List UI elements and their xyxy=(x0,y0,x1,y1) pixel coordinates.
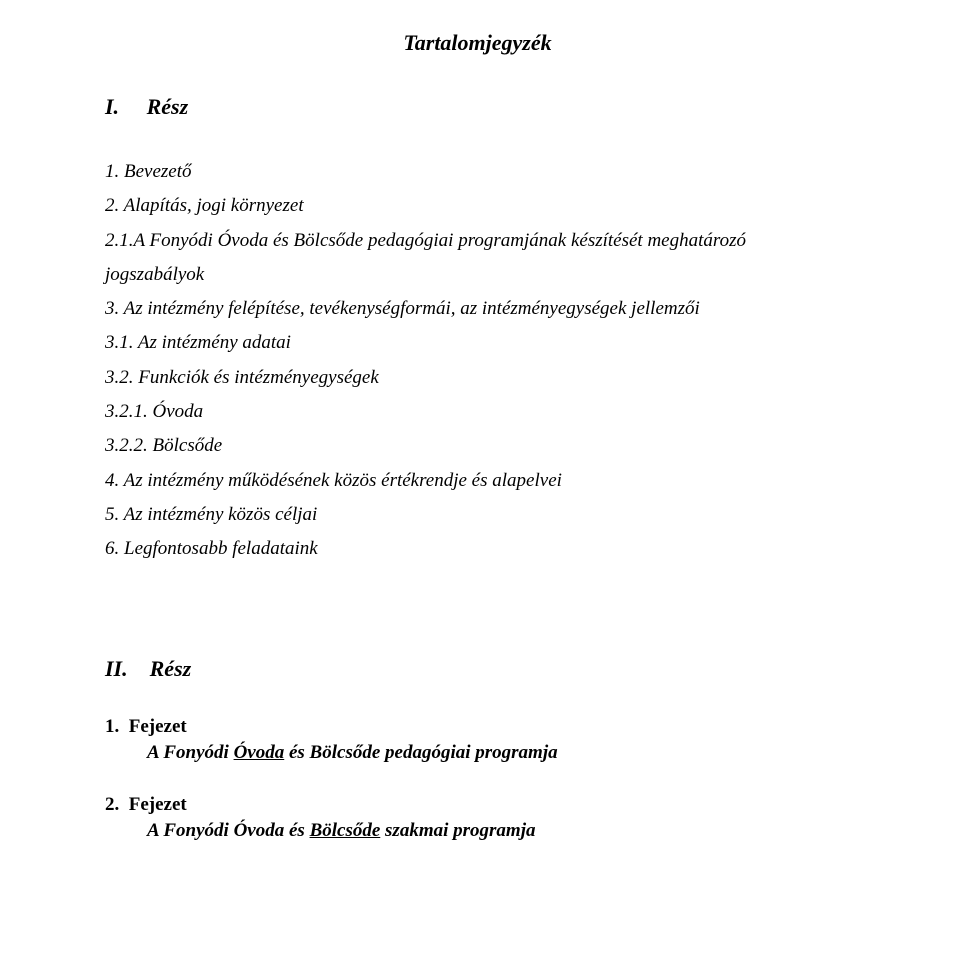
toc-item: 4. Az intézmény működésének közös értékr… xyxy=(105,465,850,497)
chapter-2-title-prefix: A Fonyódi Óvoda és xyxy=(147,820,310,841)
chapter-1-title-suffix: és Bölcsőde pedagógiai programja xyxy=(284,742,557,763)
chapter-2-label: Fejezet xyxy=(129,794,187,815)
toc-list: 1. Bevezető 2. Alapítás, jogi környezet … xyxy=(105,156,850,566)
chapter-1: 1. Fejezet A Fonyódi Óvoda és Bölcsőde p… xyxy=(105,716,850,764)
toc-item: 5. Az intézmény közös céljai xyxy=(105,499,850,531)
chapter-1-label: Fejezet xyxy=(129,716,187,737)
section-2-num: II. xyxy=(105,656,128,681)
toc-item: 3.2.1. Óvoda xyxy=(105,396,850,428)
chapter-1-title-underline: Óvoda xyxy=(234,742,285,763)
toc-item: 6. Legfontosabb feladataink xyxy=(105,533,850,565)
chapter-2-title-underline: Bölcsőde xyxy=(310,820,381,841)
chapter-1-num: 1. xyxy=(105,716,119,737)
chapter-2-num: 2. xyxy=(105,794,119,815)
section-1-label: Rész xyxy=(147,94,189,119)
toc-item: 3.2. Funkciók és intézményegységek xyxy=(105,362,850,394)
section-1-num: I. xyxy=(105,94,119,119)
chapter-2-title-suffix: szakmai programja xyxy=(380,820,535,841)
toc-item: 1. Bevezető xyxy=(105,156,850,188)
section-2-heading: II. Rész xyxy=(105,656,850,682)
toc-item: 3. Az intézmény felépítése, tevékenységf… xyxy=(105,293,850,325)
toc-item: 2. Alapítás, jogi környezet xyxy=(105,190,850,222)
chapter-1-title-prefix: A Fonyódi xyxy=(147,742,234,763)
section-2-label: Rész xyxy=(150,656,192,681)
section-1-heading: I. Rész xyxy=(105,94,850,120)
toc-item: jogszabályok xyxy=(105,259,850,291)
chapter-2: 2. Fejezet A Fonyódi Óvoda és Bölcsőde s… xyxy=(105,794,850,842)
toc-item: 3.1. Az intézmény adatai xyxy=(105,327,850,359)
toc-item: 3.2.2. Bölcsőde xyxy=(105,430,850,462)
page-title: Tartalomjegyzék xyxy=(105,30,850,56)
chapter-1-title: A Fonyódi Óvoda és Bölcsőde pedagógiai p… xyxy=(147,742,850,764)
toc-item: 2.1.A Fonyódi Óvoda és Bölcsőde pedagógi… xyxy=(105,225,850,257)
chapter-2-title: A Fonyódi Óvoda és Bölcsőde szakmai prog… xyxy=(147,820,850,842)
